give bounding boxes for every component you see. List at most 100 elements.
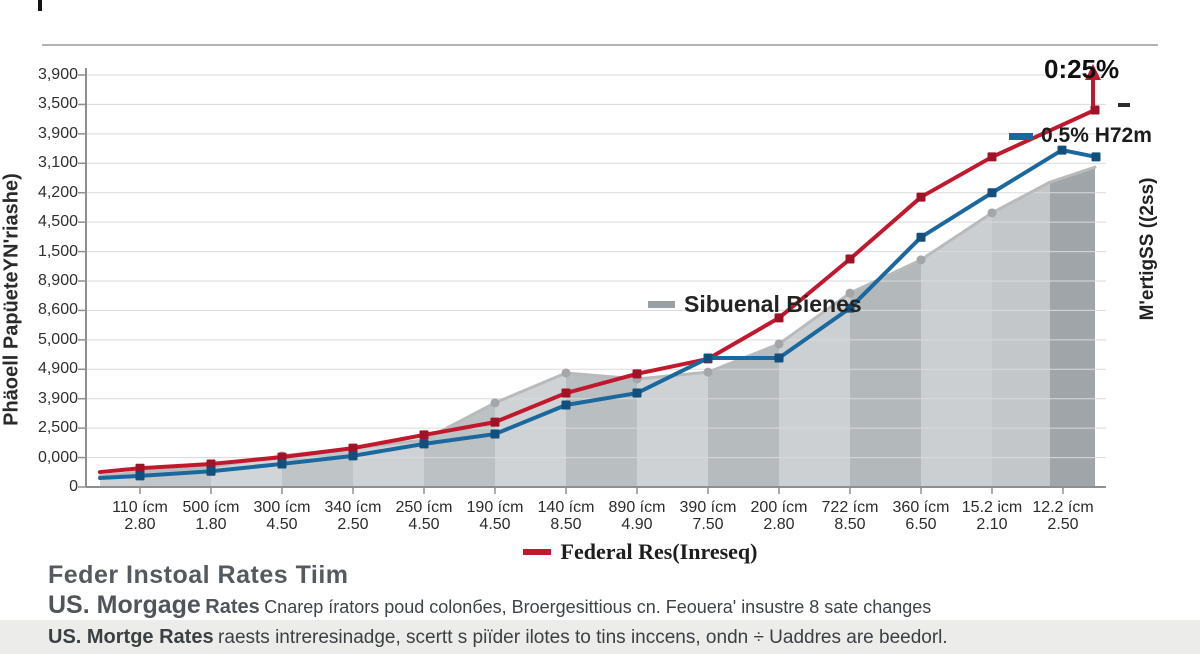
series-red-marker [419,430,429,440]
legend-blue-series: 0.5% H72m [1009,124,1152,148]
caption-rest-text: raests intreresinadge, scertt s piïder i… [218,627,948,648]
x-tick-label-value: 2.50 [337,516,369,533]
y-tick-label: 3,500 [37,95,78,113]
series-blue-marker [348,451,358,461]
series-gray-marker [561,368,571,378]
series-blue-marker [206,466,216,476]
y-tick-label: 0,000 [37,448,78,466]
x-tick-label-unit: 15.2 icm [961,499,1023,516]
x-tick-label-unit: 140 ícm [537,499,595,516]
series-red-marker [1090,105,1100,115]
x-tick-label-unit: 722 ícm [821,499,879,516]
series-red-marker [490,417,500,427]
area-band [1050,167,1095,487]
annotation-arrow-icon [1085,64,1101,80]
series-blue-line [98,148,1098,481]
series-blue-marker [277,459,287,469]
x-tick-label-value: 4.50 [408,516,440,533]
area-band [424,402,495,487]
area-band [850,259,921,487]
x-tick-label-unit: 300 ícm [253,499,311,516]
series-blue-marker [490,429,500,439]
series-gray-marker [987,208,997,218]
subtitle-strong-text: US. Morgage [48,591,201,619]
y-tick-label: 8,900 [37,272,78,289]
series-blue-marker [987,188,997,198]
x-tick-label-unit: 360 ícm [892,499,950,516]
y-tick-label: 4,200 [37,183,78,201]
series-red-marker [348,443,358,453]
right-axis-tick [1118,103,1130,107]
subtitle-rest-text: Cnarep írators poud colonбes, Broergesit… [264,597,932,617]
x-tick-label-unit: 110 ícm [112,499,168,516]
blue-line-swatch-icon [1009,132,1033,140]
area-band [708,343,779,487]
series-gray-marker [845,288,855,298]
line-chart-plot [78,64,1106,494]
legend-federal-label: Federal Res(Inreseq) [560,539,758,564]
x-tick-label-unit: 890 ícm [608,499,666,516]
series-red-marker [135,463,145,473]
series-gray-marker [774,339,784,349]
series-gray-marker [916,255,926,265]
x-tick-label-unit: 190 ícm [466,499,524,516]
series-red-marker [561,388,571,398]
x-tick-label-value: 4.50 [479,516,511,533]
series-red-marker [774,313,784,323]
area-band [992,182,1050,487]
x-tick-label-unit: 12.2 ícm [1032,499,1094,516]
area-band [779,293,850,487]
series-red-marker [632,369,642,379]
x-tick-label-value: 7.50 [692,516,724,533]
series-blue-marker [1057,145,1067,155]
y-tick-label: 5,000 [37,330,78,348]
series-red-marker [845,254,855,264]
series-red-marker [987,152,997,162]
y-tick-label: 3,900 [37,389,78,407]
x-tick-label-value: 8.50 [834,516,866,533]
legend-federal: Federal Res(Inreseq) [400,539,880,565]
x-tick-label-value: 2.80 [763,516,795,533]
y-tick-label: 4,500 [37,213,78,231]
x-tick-label-unit: 500 ícm [182,499,240,516]
gray-line-swatch-icon [648,301,675,308]
legend-sibuenal-label: Sibuenal Bienes [684,291,862,317]
x-tick-label-value: 4.50 [266,516,298,533]
series-gray-marker [490,398,500,408]
rate-annotation: 0:25% [1044,54,1120,84]
y-tick-label: 4,900 [37,360,78,378]
chart-caption: US. Mortge Rates raests intreresinadge, … [48,626,948,649]
y-tick-label: 8,600 [37,301,78,319]
x-tick-label-value: 8.50 [550,516,582,533]
y-tick-label: 3,100 [37,154,78,172]
series-blue-marker [419,439,429,449]
legend-sibuenal: Sibuenal Bienes [648,291,862,318]
series-blue-marker [774,353,784,363]
x-tick-label-unit: 340 ícm [324,499,382,516]
y-tick-label: 1,500 [37,242,78,260]
caption-strong-text: US. Mortge Rates [48,626,214,648]
series-blue-marker [561,400,571,410]
chart-title: Feder Instoal Rates Tiim [48,561,349,589]
series-red-marker [916,192,926,202]
x-tick-label-value: 2.80 [124,516,156,533]
area-band [211,455,282,487]
series-blue-marker [1091,152,1101,162]
subtitle-mid-text: Rates [205,596,260,618]
x-tick-label-value: 6.50 [905,516,937,533]
chart-subtitle: US. Morgage Rates Cnarep írators poud co… [48,591,931,620]
series-blue-marker [916,232,926,242]
y-tick-label: 0 [69,478,78,495]
legend-blue-label: 0.5% H72m [1041,124,1152,147]
top-rule-divider [42,44,1158,46]
x-tick-label-value: 4.90 [621,516,653,533]
series-blue-marker [703,353,713,363]
y-tick-label: 2,500 [37,419,78,437]
y-tick-label: 3,900 [37,66,78,83]
area-band [637,372,708,487]
corner-mark [38,0,42,11]
series-blue-marker [845,303,855,313]
series-red-marker [206,459,216,469]
y-tick-label: 3,900 [37,124,78,142]
